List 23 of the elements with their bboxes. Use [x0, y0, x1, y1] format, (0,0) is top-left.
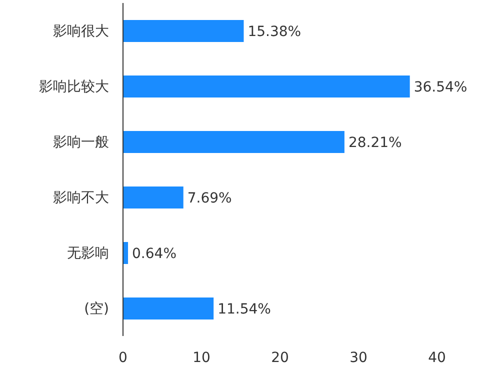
- bar: [123, 20, 244, 42]
- bar: [123, 76, 410, 98]
- y-tick-label: 无影响: [67, 246, 109, 262]
- bar: [123, 242, 128, 264]
- y-tick-label: 影响比较大: [39, 79, 109, 96]
- x-tick-label: 40: [428, 350, 446, 366]
- x-tick-label: 10: [192, 350, 210, 366]
- y-tick-label: 影响很大: [53, 24, 109, 40]
- x-tick-label: 0: [118, 350, 128, 366]
- data-label: 0.64%: [132, 246, 177, 262]
- data-label: 7.69%: [187, 190, 232, 206]
- bar: [123, 298, 214, 320]
- data-label: 11.54%: [218, 301, 271, 318]
- bar: [123, 186, 184, 208]
- x-tick-label: 30: [350, 350, 368, 366]
- y-tick-label: 影响一般: [53, 134, 109, 151]
- bar: [123, 131, 344, 153]
- data-label: 15.38%: [248, 24, 302, 40]
- data-label: 28.21%: [348, 134, 402, 151]
- y-tick-label: 影响不大: [53, 190, 109, 206]
- x-tick-label: 20: [271, 350, 289, 366]
- data-label: 36.54%: [414, 79, 468, 96]
- y-tick-label: (空): [84, 301, 109, 318]
